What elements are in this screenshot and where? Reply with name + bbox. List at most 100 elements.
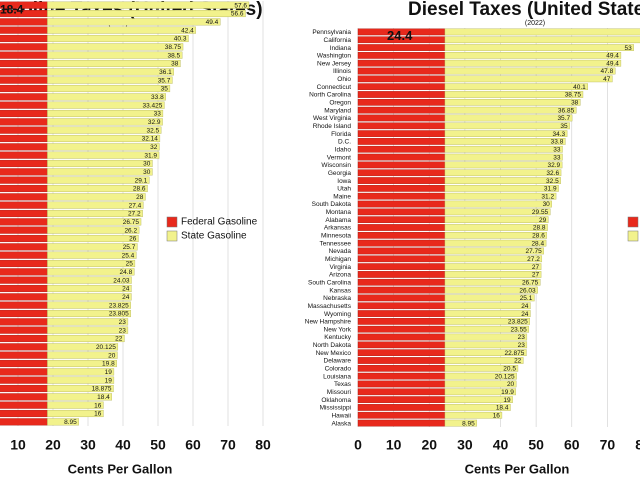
bar-segment (444, 419, 478, 427)
value-label: 38 (571, 100, 579, 107)
value-label: 34.3 (552, 131, 565, 138)
bar-segment (444, 200, 552, 208)
bar-segment (357, 75, 446, 83)
y-tick-label: Illinois (333, 68, 352, 75)
bar-segment (0, 301, 48, 309)
federal-label: 24.4 (387, 28, 413, 43)
bar-segment (444, 310, 531, 317)
bar-segment (0, 43, 48, 51)
bar-segment (0, 343, 48, 351)
value-label: 23 (518, 342, 526, 349)
y-tick-label: Maine (333, 193, 351, 200)
bar-segment (357, 318, 446, 325)
bar-segment (444, 364, 519, 372)
y-tick-label: Connecticut (317, 84, 352, 91)
value-label: 8.95 (64, 419, 77, 426)
value-label: 30 (543, 201, 551, 208)
bar-segment (444, 91, 584, 98)
value-label: 25.1 (520, 295, 533, 302)
bar-segment (0, 309, 48, 318)
value-label: 29 (539, 217, 547, 224)
bar-segment (47, 193, 146, 201)
value-label: 16 (94, 402, 102, 409)
bar-segment (357, 325, 446, 333)
bar-segment (357, 106, 446, 114)
bar-segment (357, 208, 446, 216)
bar-segment (357, 247, 446, 255)
bar-segment (0, 268, 48, 276)
bar-segment (444, 255, 543, 263)
y-tick-label: New Hampshire (305, 319, 352, 326)
bar-segment (0, 359, 48, 368)
bar-segment (47, 351, 118, 359)
bar-segment (444, 98, 581, 106)
value-label: 20 (507, 381, 515, 388)
x-tick-label: 60 (564, 437, 580, 453)
y-tick-label: Louisiana (323, 373, 351, 380)
value-label: 23 (119, 319, 127, 326)
bar-segment (444, 357, 524, 364)
bar-segment (47, 268, 135, 276)
value-label: 25 (126, 261, 134, 268)
bar-segment (357, 200, 446, 208)
value-label: 18.4 (97, 394, 110, 401)
bar-segment (357, 59, 446, 67)
value-label: 25.7 (123, 244, 136, 251)
bar-segment (444, 36, 640, 44)
bar-segment (444, 396, 513, 403)
bar-segment (357, 357, 446, 364)
bar-segment (444, 341, 528, 349)
bar-segment (47, 101, 165, 109)
bar-segment (357, 263, 446, 270)
value-label: 22 (514, 358, 522, 365)
y-tick-label: Ohio (337, 76, 351, 83)
value-label: 24.03 (113, 277, 130, 284)
bar-segment (47, 151, 160, 159)
bar-segment (47, 68, 174, 76)
value-label: 23.55 (511, 326, 528, 333)
value-label: 49.4 (206, 19, 219, 26)
value-label: 40.3 (174, 36, 187, 43)
bar-segment (47, 301, 131, 309)
federal-label: 18.4 (0, 2, 24, 16)
bar-segment (444, 271, 542, 278)
y-tick-label: California (324, 37, 352, 44)
bar-segment (47, 243, 138, 251)
value-label: 18.4 (496, 405, 509, 412)
legend-swatch (627, 230, 639, 242)
value-label: 24 (521, 303, 529, 310)
bar-segment (47, 276, 132, 284)
bar-segment (47, 84, 171, 93)
value-label: 24 (521, 311, 529, 318)
y-tick-label: Pennsylvania (312, 29, 351, 36)
bar-segment (0, 293, 48, 301)
bar-segment (0, 251, 48, 259)
bar-segment (0, 68, 48, 76)
value-label: 29.1 (135, 177, 148, 184)
bar-segment (357, 122, 446, 130)
bar-segment (444, 286, 538, 294)
bar-segment (0, 351, 48, 359)
value-label: 26.2 (124, 227, 137, 234)
x-tick-label: 70 (220, 437, 236, 453)
bar-segment (357, 341, 446, 349)
bar-segment (357, 388, 446, 396)
bar-segment (444, 239, 547, 247)
bar-segment (0, 176, 48, 184)
x-axis-label: Cents Per Gallon (465, 461, 570, 476)
bar-segment (444, 411, 503, 419)
bar-segment (444, 380, 517, 388)
bar-segment (47, 118, 163, 126)
x-tick-label: 60 (185, 437, 201, 453)
bar-segment (444, 145, 563, 153)
bar-segment (47, 418, 79, 426)
value-label: 20.125 (495, 373, 515, 380)
bar-segment (444, 208, 551, 216)
bar-segment (0, 409, 48, 418)
bar-segment (0, 101, 48, 109)
y-tick-label: South Dakota (312, 201, 352, 208)
bar-segment (47, 93, 166, 101)
bar-segment (47, 343, 119, 351)
y-tick-label: Indiana (330, 45, 352, 52)
